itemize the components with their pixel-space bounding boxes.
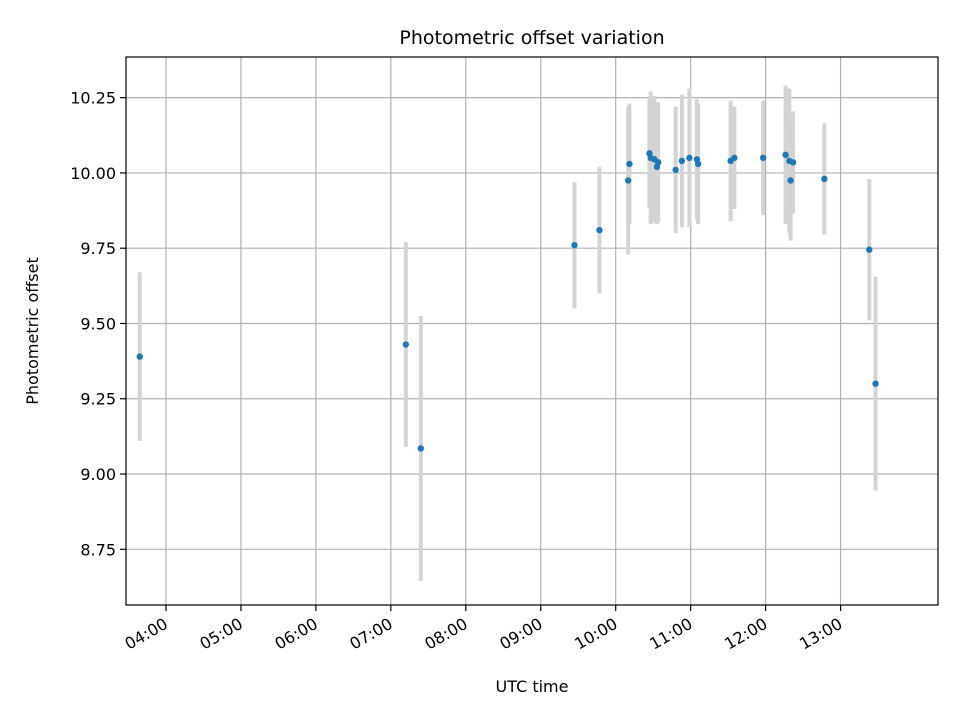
y-tick-label: 10.25: [70, 89, 116, 108]
data-point: [872, 380, 879, 387]
y-tick-label: 10.00: [70, 164, 116, 183]
y-tick-label: 9.75: [80, 239, 116, 258]
data-point: [759, 154, 767, 162]
data-point: [571, 241, 578, 249]
y-tick-label: 9.50: [80, 314, 116, 333]
y-axis-ticks: 8.75 9.00 9.25 9.50 9.75 10.00 10.25: [70, 89, 126, 559]
data-point: [789, 159, 797, 166]
y-axis-label: Photometric offset: [23, 257, 42, 405]
data-point: [654, 159, 662, 166]
data-point: [624, 177, 632, 184]
y-tick-label: 9.00: [80, 465, 116, 484]
data-point: [866, 246, 873, 253]
data-point: [782, 151, 789, 159]
data-point: [686, 154, 693, 162]
data-point: [136, 353, 143, 360]
data-point: [787, 177, 794, 184]
data-point: [596, 226, 603, 234]
plot-frame: [125, 56, 939, 606]
data-point: [731, 154, 738, 162]
data-point: [678, 157, 686, 165]
chart-title: Photometric offset variation: [399, 27, 664, 49]
data-point: [402, 341, 410, 348]
data-point: [821, 175, 828, 183]
y-tick-label: 8.75: [80, 540, 116, 559]
data-point: [672, 166, 679, 174]
data-point: [626, 160, 633, 168]
y-tick-label: 9.25: [80, 390, 116, 409]
x-axis-label: UTC time: [496, 677, 569, 696]
data-points: [136, 150, 879, 452]
grid-lines: [126, 57, 938, 605]
data-point: [694, 160, 702, 168]
data-point: [417, 445, 425, 452]
